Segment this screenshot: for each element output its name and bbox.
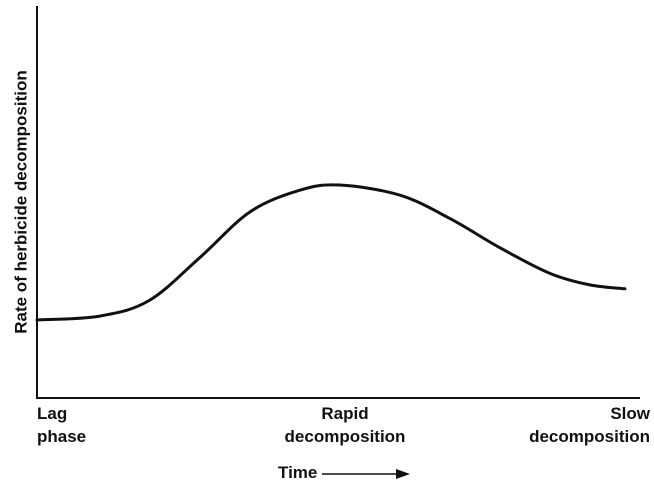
x-category-label: Lag xyxy=(37,404,67,423)
curve xyxy=(35,183,627,322)
x-axis-label: Time xyxy=(278,463,317,482)
x-category-label: Rapid xyxy=(321,404,368,423)
x-category-label: phase xyxy=(37,427,86,446)
x-axis-arrow xyxy=(322,469,410,479)
x-category-label: decomposition xyxy=(529,427,650,446)
x-category-label: decomposition xyxy=(285,427,406,446)
x-category-label: Slow xyxy=(610,404,650,423)
y-axis-label: Rate of herbicide decomposition xyxy=(11,70,30,334)
